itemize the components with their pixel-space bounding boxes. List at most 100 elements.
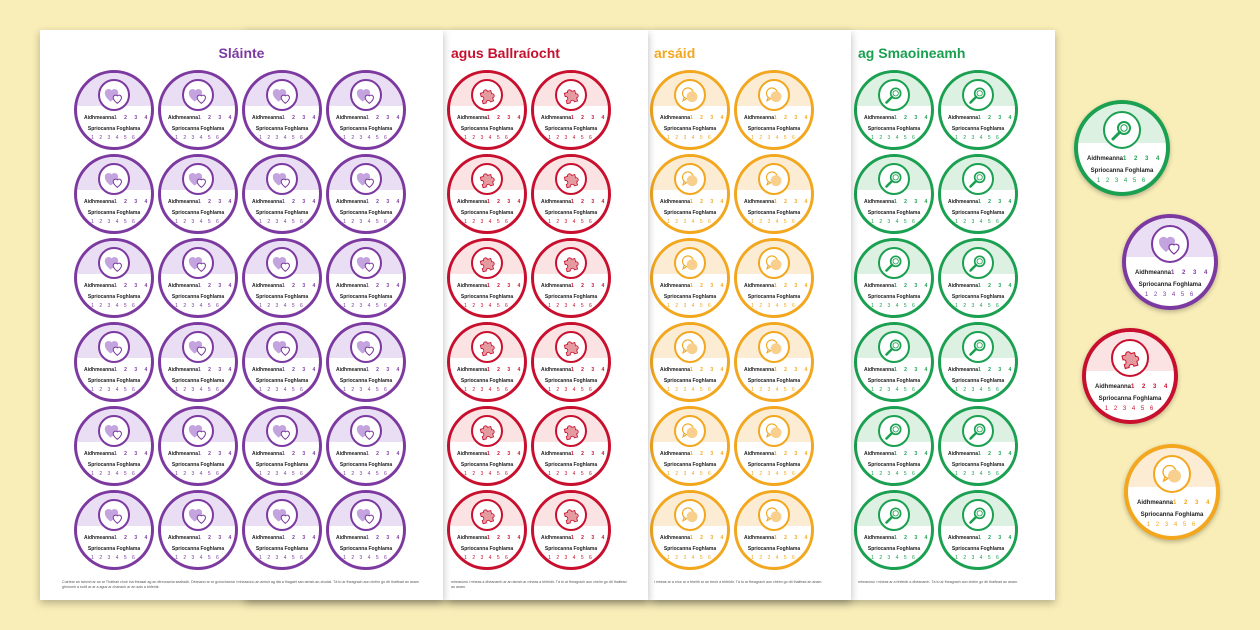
magnifying-glass-icon	[1103, 111, 1141, 149]
speech-bubbles-icon	[758, 331, 790, 363]
hearts-icon	[182, 79, 214, 111]
hearts-icon	[350, 163, 382, 195]
aidhmeanna-label: Aidhmeanna	[457, 199, 488, 205]
aidhmeanna-numbers: 1 2 3 4	[282, 367, 319, 373]
aidhmeanna-numbers: 1 2 3 4	[571, 199, 608, 205]
spriocanna-numbers: 1 2 3 4 5 6	[91, 387, 137, 393]
aidhmeanna-label: Aidhmeanna	[660, 199, 691, 205]
spriocanna-numbers: 1 2 3 4 5 6	[667, 219, 713, 225]
hearts-icon	[182, 415, 214, 447]
spriocanna-numbers: 1 2 3 4 5 6	[464, 555, 510, 561]
magnifying-glass-icon	[962, 163, 994, 195]
aidhmeanna-label: Aidhmeanna	[744, 535, 775, 541]
aidhmeanna-numbers: 1 2 3 4	[894, 199, 931, 205]
aidhmeanna-numbers: 1 2 3 4	[114, 115, 151, 121]
hearts-icon	[266, 415, 298, 447]
aidhmeanna-numbers: 1 2 3 4	[690, 199, 727, 205]
aidhmeanna-label: Aidhmeanna	[864, 535, 895, 541]
puzzle-piece-icon	[471, 79, 503, 111]
magnifying-glass-icon	[878, 79, 910, 111]
aidhmeanna-label: Aidhmeanna	[336, 535, 367, 541]
puzzle-piece-icon	[1111, 339, 1149, 377]
spriocanna-label: Spriocanna Foghlama	[1138, 282, 1202, 288]
hearts-icon	[266, 247, 298, 279]
spriocanna-numbers: 1 2 3 4 5 6	[175, 471, 221, 477]
spriocanna-numbers: 1 2 3 4 5 6	[751, 219, 797, 225]
aidhmeanna-numbers: 1 2 3 4	[978, 367, 1015, 373]
aidhmeanna-numbers: 1 2 3 4	[894, 115, 931, 121]
aidhmeanna-label: Aidhmeanna	[1087, 156, 1124, 162]
magnifying-glass-icon	[878, 415, 910, 447]
aidhmeanna-numbers: 1 2 3 4	[114, 451, 151, 457]
spriocanna-label: Spriocanna Foghlama	[87, 210, 141, 216]
aidhmeanna-numbers: 1 2 3 4	[571, 451, 608, 457]
spriocanna-label: Spriocanna Foghlama	[339, 210, 393, 216]
spriocanna-label: Spriocanna Foghlama	[951, 210, 1005, 216]
spriocanna-label: Spriocanna Foghlama	[87, 462, 141, 468]
puzzle-piece-icon	[555, 247, 587, 279]
aidhmeanna-label: Aidhmeanna	[1137, 500, 1174, 506]
spriocanna-label: Spriocanna Foghlama	[171, 546, 225, 552]
aidhmeanna-label: Aidhmeanna	[84, 199, 115, 205]
puzzle-piece-icon	[555, 163, 587, 195]
aidhmeanna-label: Aidhmeanna	[660, 535, 691, 541]
aidhmeanna-label: Aidhmeanna	[660, 283, 691, 289]
spriocanna-numbers: 1 2 3 4 5 6	[175, 303, 221, 309]
spriocanna-numbers: 1 2 3 4 5 6	[91, 471, 137, 477]
aidhmeanna-numbers: 1 2 3 4	[571, 535, 608, 541]
hearts-icon	[98, 79, 130, 111]
aidhmeanna-label: Aidhmeanna	[336, 199, 367, 205]
aidhmeanna-label: Aidhmeanna	[948, 115, 979, 121]
spriocanna-label: Spriocanna Foghlama	[87, 294, 141, 300]
puzzle-piece-icon	[471, 247, 503, 279]
hearts-icon	[182, 163, 214, 195]
spriocanna-numbers: 1 2 3 4 5 6	[343, 135, 389, 141]
aidhmeanna-label: Aidhmeanna	[252, 283, 283, 289]
aidhmeanna-numbers: 1 2 3 4	[690, 367, 727, 373]
spriocanna-label: Spriocanna Foghlama	[544, 294, 598, 300]
aidhmeanna-label: Aidhmeanna	[541, 367, 572, 373]
spriocanna-numbers: 1 2 3 4 5 6	[667, 471, 713, 477]
spriocanna-label: Spriocanna Foghlama	[544, 378, 598, 384]
spriocanna-label: Spriocanna Foghlama	[1140, 512, 1204, 518]
aidhmeanna-numbers: 1 2 3 4	[571, 115, 608, 121]
spriocanna-label: Spriocanna Foghlama	[171, 126, 225, 132]
spriocanna-label: Spriocanna Foghlama	[255, 546, 309, 552]
spriocanna-numbers: 1 2 3 4 5 6	[667, 303, 713, 309]
large-badge-orange: Aidhmeanna 1 2 3 4 Spriocanna Foghlama 1 2 …	[1124, 444, 1220, 540]
spriocanna-numbers: 1 2 3 4 5 6	[91, 555, 137, 561]
spriocanna-numbers: 1 2 3 4 5 6	[548, 219, 594, 225]
speech-bubbles-icon	[758, 163, 790, 195]
spriocanna-numbers: 1 2 3 4 5 6	[175, 219, 221, 225]
hearts-icon	[98, 499, 130, 531]
spriocanna-numbers: 1 2 3 4 5 6	[955, 219, 1001, 225]
puzzle-piece-icon	[555, 415, 587, 447]
aidhmeanna-label: Aidhmeanna	[336, 367, 367, 373]
magnifying-glass-icon	[878, 163, 910, 195]
spriocanna-numbers: 1 2 3 4 5 6	[343, 471, 389, 477]
spriocanna-numbers: 1 2 3 4 5 6	[955, 471, 1001, 477]
spriocanna-label: Spriocanna Foghlama	[460, 210, 514, 216]
